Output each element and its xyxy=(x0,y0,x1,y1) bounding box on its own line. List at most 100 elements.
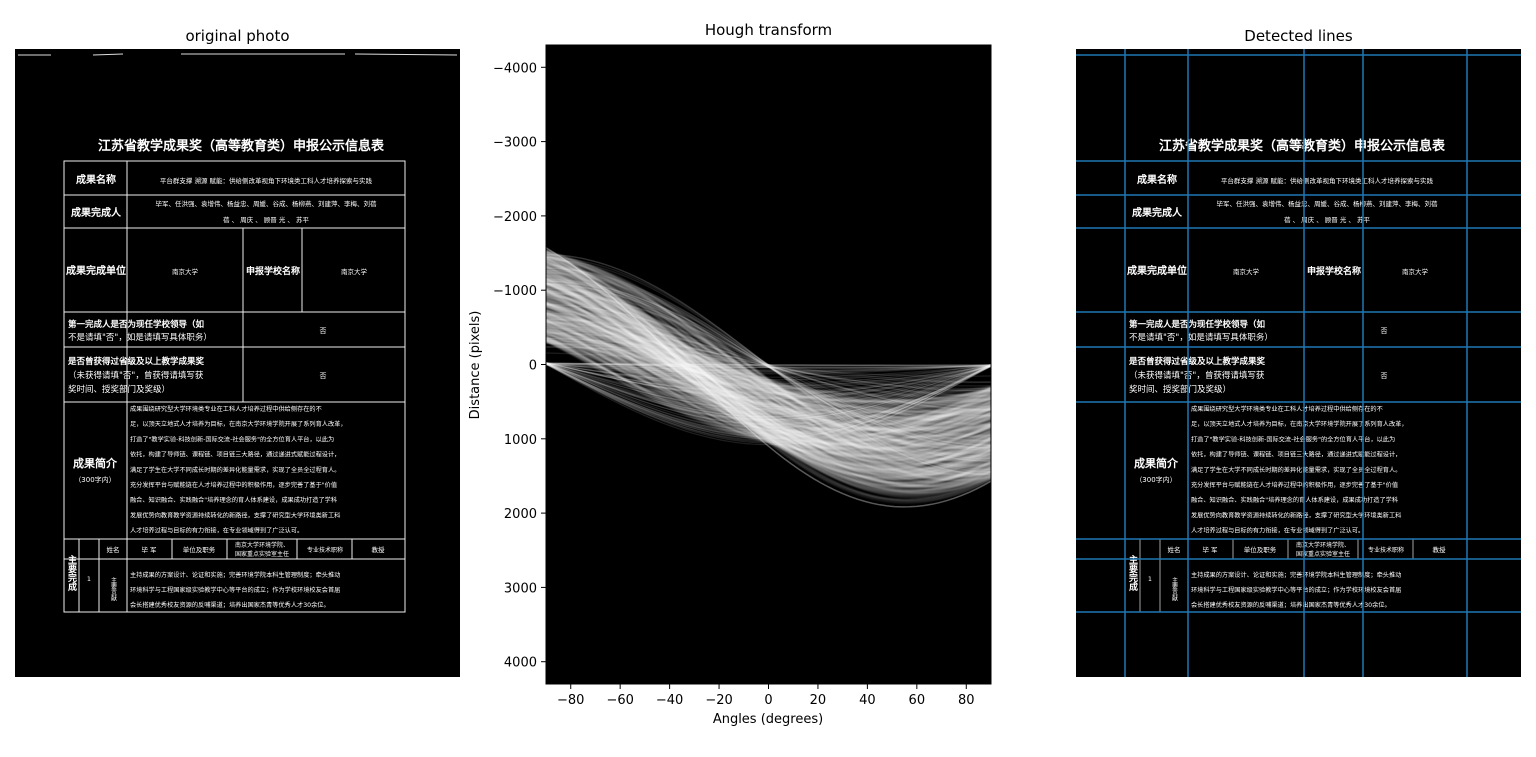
hough-curve xyxy=(546,337,991,392)
label-unit-copy: 成果完成单位 xyxy=(1127,264,1187,277)
value-people-2: 蓓 、 周庆 、 顾晋 光 、 苏平 xyxy=(223,215,309,224)
hough-curve xyxy=(546,280,991,449)
hough-curve xyxy=(546,363,991,436)
document-form-copy: 江苏省教学成果奖（高等教育类）申报公示信息表 成果名称 平台群支撑 溯源 赋能：… xyxy=(1127,138,1446,612)
hough-curve xyxy=(546,265,991,480)
hough-chart: −80 −60 −40 −20 0 20 40 60 80 −4000 −3000 −2000 −10… xyxy=(468,44,992,727)
summary-copy-line: 发展优势向教育教学资源持续转化的新路径，支撑了研究型大学环境类新工科 xyxy=(1191,511,1401,519)
hough-curve xyxy=(546,362,991,432)
hough-curve xyxy=(546,363,991,440)
hough-curve xyxy=(546,362,991,426)
hough-curve xyxy=(546,290,991,439)
hough-curve xyxy=(546,363,991,375)
col-prof-copy: 专业技术职称 xyxy=(1368,546,1404,554)
hough-curve xyxy=(546,362,991,435)
hough-curve xyxy=(546,352,991,377)
x-tick-label: 40 xyxy=(859,693,876,708)
hough-curve xyxy=(546,328,991,401)
value-people-1-copy: 毕军、任洪强、袁增伟、杨益忠、周媛、谷成、杨柳燕、刘建萍、李梅、刘蓓 xyxy=(1217,199,1439,208)
hough-curve xyxy=(546,363,991,434)
x-tick-label: 60 xyxy=(909,693,926,708)
summary-copy-line: 足，以顶天立地式人才培养为目标，在南京大学环境学院开展了系列育人改革， xyxy=(1191,420,1408,428)
value-people-2-copy: 蓓 、 周庆 、 顾晋 光 、 苏平 xyxy=(1284,215,1370,224)
hough-curve xyxy=(546,361,991,400)
hough-curve xyxy=(546,363,991,374)
summary-copy-line: 依托，构建了导师链、课程链、项目链三大路径，通过递进式赋能过程设计， xyxy=(1191,451,1401,459)
detected-lines-overlay xyxy=(1076,49,1521,677)
right-panel-title: Detected lines xyxy=(1244,27,1353,45)
value-school: 南京大学 xyxy=(341,267,368,276)
summary-line: 融合、知识融合、实践融合"培养理念的育人体系建设，成果成功打造了学科 xyxy=(130,496,337,504)
label-member-section: 主要完成 xyxy=(66,554,77,592)
hough-curve xyxy=(546,363,991,385)
x-tick-label: 80 xyxy=(958,693,975,708)
label-leader-1: 第一完成人是否为现任学校领导（如 xyxy=(68,319,205,330)
value-unit-copy: 南京大学 xyxy=(1233,267,1260,276)
hough-curve xyxy=(546,362,991,418)
hough-curve xyxy=(546,362,991,372)
summary-copy-line: 融合、知识融合、实践融合"培养理念的育人体系建设，成果成功打造了学科 xyxy=(1191,496,1398,504)
contribution-copy-line: 主持成果的方案设计、论证和实施；完善环境学院本科生管理制度；牵头推动 xyxy=(1191,571,1401,579)
hough-curve xyxy=(546,253,991,476)
col-prof-value: 教授 xyxy=(372,545,386,554)
label-leader-1-copy: 第一完成人是否为现任学校领导（如 xyxy=(1129,319,1266,330)
label-name: 成果名称 xyxy=(76,173,116,186)
hough-curve xyxy=(546,363,991,372)
hough-curve xyxy=(546,362,991,369)
hough-curve xyxy=(546,363,991,446)
hough-curve xyxy=(546,362,991,421)
hough-curve xyxy=(546,346,991,383)
hough-curve xyxy=(546,342,991,387)
value-people-1: 毕军、任洪强、袁增伟、杨益忠、周媛、谷成、杨柳燕、刘建萍、李梅、刘蓓 xyxy=(156,199,378,208)
doc-heading: 江苏省教学成果奖（高等教育类）申报公示信息表 xyxy=(98,138,385,154)
x-axis-label: Angles (degrees) xyxy=(713,712,823,727)
hough-curve xyxy=(546,362,991,368)
hough-curve xyxy=(546,283,991,446)
hough-curve xyxy=(546,363,991,406)
hough-curve xyxy=(546,338,991,403)
label-people-copy: 成果完成人 xyxy=(1132,206,1183,219)
hough-curve xyxy=(546,363,991,371)
hough-curve xyxy=(546,304,991,425)
y-axis-label: Distance (pixels) xyxy=(468,311,483,420)
left-panel-title: original photo xyxy=(185,27,290,45)
hough-curve xyxy=(546,363,991,366)
summary-line: 充分发挥平台与赋能链在人才培养过程中的积极作用，逐步完善了基于"价值 xyxy=(130,481,337,489)
hough-curve xyxy=(546,363,991,418)
hough-curve xyxy=(546,267,991,462)
x-tick-label: 0 xyxy=(764,693,772,708)
hough-curve xyxy=(546,362,991,444)
hough-curve xyxy=(546,256,991,473)
col-prof-value-copy: 教授 xyxy=(1433,545,1447,554)
hough-curve xyxy=(546,269,991,460)
value-award-copy: 否 xyxy=(1381,372,1388,380)
hough-curve xyxy=(546,253,991,476)
contrib-label-copy: 主要贡献 xyxy=(1171,576,1178,602)
contribution-line: 主持成果的方案设计、论证和实施；完善环境学院本科生管理制度；牵头推动 xyxy=(130,571,340,579)
hough-curve xyxy=(546,362,991,367)
scan-noise xyxy=(18,53,458,56)
col-title-value-1-copy: 南京大学环境学院、 xyxy=(1296,541,1350,549)
hough-curve xyxy=(546,362,991,439)
member-index: 1 xyxy=(87,575,91,583)
original-photo: 江苏省教学成果奖（高等教育类）申报公示信息表 成果名称 平台群支撑 溯源 赋能：… xyxy=(15,49,460,677)
y-axis: −4000 −3000 −2000 −1000 0 1000 2000 3000 4000 xyxy=(493,61,546,671)
col-title-value-2-copy: 国家重点实验室主任 xyxy=(1296,550,1350,558)
hough-curve xyxy=(546,362,991,389)
hough-curve xyxy=(546,362,991,398)
hough-curve xyxy=(546,312,991,417)
contribution-line: 环境科学与工程国家级实验教学中心等平台的成立；作为学校环境校友会首届 xyxy=(130,586,340,594)
value-name: 平台群支撑 溯源 赋能：供给侧改革视角下环境类工科人才培养探索与实践 xyxy=(160,176,373,185)
summary-line: 人才培养过程与目标的有力衔接，在专业领域得到了广泛认可。 xyxy=(130,527,303,535)
hough-curve xyxy=(546,362,991,411)
hough-curve xyxy=(546,281,991,471)
contribution-text-copy: 主持成果的方案设计、论证和实施；完善环境学院本科生管理制度；牵头推动环境科学与工… xyxy=(1191,571,1401,609)
x-tick-label: −80 xyxy=(557,693,584,708)
hough-curve xyxy=(546,363,991,366)
hough-curve xyxy=(546,332,991,397)
hough-curve xyxy=(546,258,991,471)
hough-curve xyxy=(546,362,991,394)
hough-curve xyxy=(546,292,991,437)
hough-curve-envelope xyxy=(546,247,991,508)
value-name-copy: 平台群支撑 溯源 赋能：供给侧改革视角下环境类工科人才培养探索与实践 xyxy=(1221,176,1434,185)
